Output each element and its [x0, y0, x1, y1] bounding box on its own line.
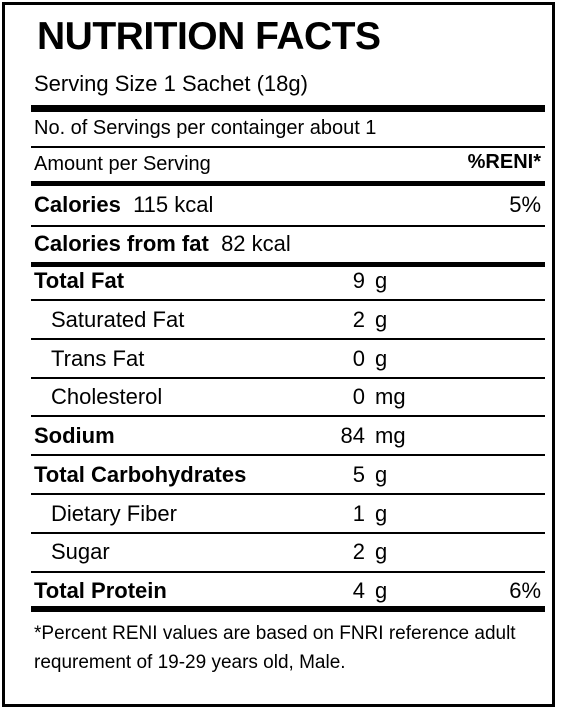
calories-pct: 5%: [509, 192, 541, 217]
nutrient-amount: 2: [352, 539, 365, 564]
calories-from-fat-value: 82 kcal: [221, 231, 291, 256]
nutrient-unit: g: [375, 539, 388, 564]
nutrient-unit: mg: [375, 423, 406, 448]
serving-size: Serving Size 1 Sachet (18g): [34, 71, 308, 96]
nutrient-label: Total Fat: [34, 268, 125, 293]
nutrient-pct: 6%: [509, 578, 541, 603]
divider: [31, 338, 545, 340]
bottom-divider: [31, 606, 545, 612]
nutrient-label: Total Protein: [34, 578, 167, 603]
divider: [31, 571, 545, 573]
nutrient-unit: g: [375, 268, 388, 293]
divider: [31, 415, 545, 417]
nutrient-unit: g: [375, 501, 388, 526]
calories-row: Calories 115 kcal: [34, 192, 213, 218]
nutrient-unit: g: [375, 578, 388, 603]
nutrient-unit: g: [375, 462, 388, 487]
divider: [31, 299, 545, 301]
calories-from-fat-label: Calories from fat: [34, 231, 209, 256]
calories-from-fat-row: Calories from fat 82 kcal: [34, 231, 291, 257]
nutrient-label: Saturated Fat: [51, 307, 185, 332]
nutrient-amount: 2: [352, 307, 365, 332]
divider: [31, 225, 545, 227]
thick-divider: [31, 105, 545, 112]
divider: [31, 532, 545, 534]
nutrient-amount: 4: [352, 578, 365, 603]
medium-divider: [31, 262, 545, 267]
nutrition-title: NUTRITION FACTS: [37, 15, 381, 58]
servings-per-container: No. of Servings per containger about 1: [34, 117, 377, 139]
nutrient-label: Total Carbohydrates: [34, 462, 247, 487]
nutrient-label: Dietary Fiber: [51, 501, 177, 526]
calories-value: 115 kcal: [133, 192, 214, 217]
nutrient-amount: 5: [352, 462, 365, 487]
calories-label: Calories: [34, 192, 121, 217]
divider: [31, 493, 545, 495]
nutrient-amount: 0: [352, 384, 365, 409]
medium-divider: [31, 181, 545, 186]
divider: [31, 146, 545, 148]
nutrient-amount: 9: [352, 268, 365, 293]
amount-per-serving: Amount per Serving: [34, 153, 211, 175]
nutrient-amount: 1: [352, 501, 365, 526]
nutrient-label: Trans Fat: [51, 346, 145, 371]
divider: [31, 377, 545, 379]
nutrition-facts-panel: NUTRITION FACTS Serving Size 1 Sachet (1…: [2, 2, 555, 707]
reni-header: %RENI*: [467, 151, 541, 173]
nutrient-label: Sodium: [34, 423, 115, 448]
nutrient-unit: g: [375, 346, 388, 371]
nutrient-unit: g: [375, 307, 388, 332]
nutrient-amount: 0: [352, 346, 365, 371]
nutrient-amount: 84: [340, 423, 365, 448]
footnote: *Percent RENI values are based on FNRI r…: [34, 623, 516, 673]
nutrient-label: Sugar: [51, 539, 110, 564]
divider: [31, 454, 545, 456]
nutrient-unit: mg: [375, 384, 406, 409]
nutrient-label: Cholesterol: [51, 384, 163, 409]
